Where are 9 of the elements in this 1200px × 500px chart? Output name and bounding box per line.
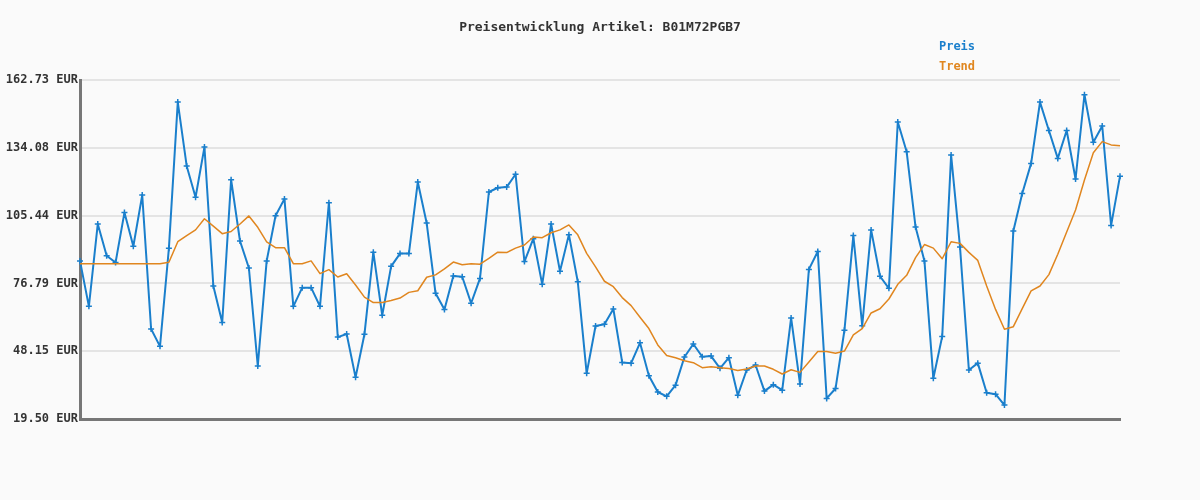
y-tick-label: 162.73 EUR — [5, 72, 79, 87]
y-tick-label: 48.15 EUR — [12, 343, 79, 358]
y-tick-label: 19.50 EUR — [12, 411, 79, 426]
y-tick-label: 134.08 EUR — [5, 139, 79, 154]
text: Trend — [938, 59, 976, 74]
y-tick-label: 76.79 EUR — [12, 275, 79, 290]
y-tick-label: 105.44 EUR — [5, 207, 79, 222]
chart-title: Preisentwicklung Artikel: B01M72PGB7 — [459, 19, 741, 35]
text: Preis — [938, 39, 976, 54]
